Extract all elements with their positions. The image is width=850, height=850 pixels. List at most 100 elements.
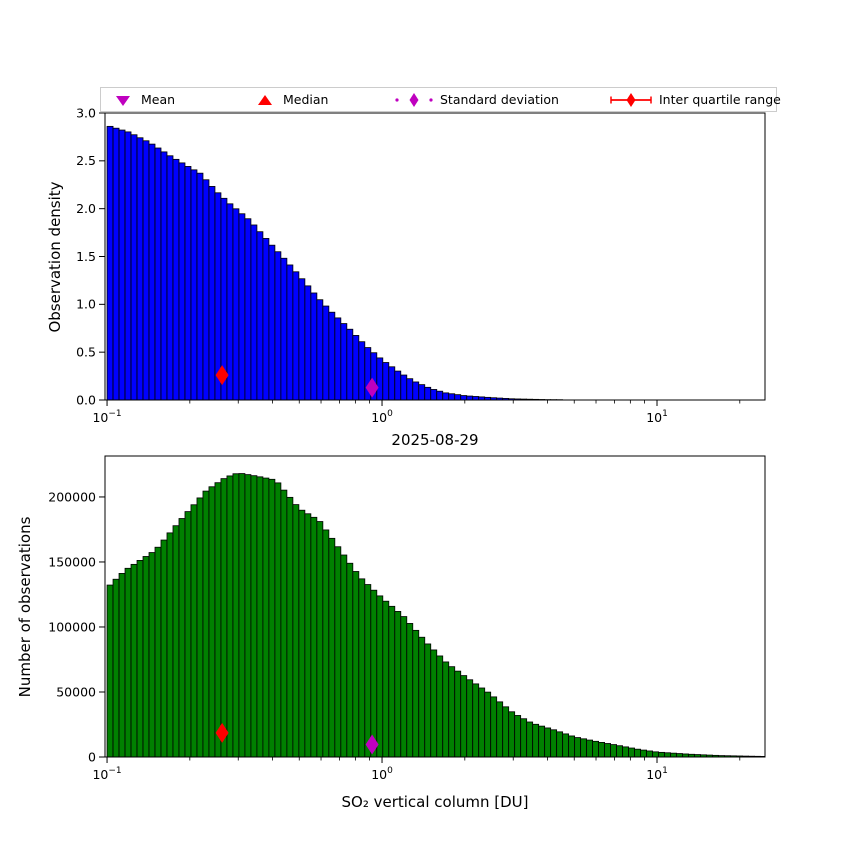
- legend-label-mean: Mean: [141, 92, 176, 107]
- bar: [676, 753, 683, 758]
- bottom-y-axis-label: Number of observations: [16, 516, 34, 698]
- y-tick-label: 0.0: [76, 392, 96, 407]
- bar: [436, 655, 444, 758]
- inter-quartile-range-diamond-icon: [609, 92, 653, 108]
- y-ticks: 0 50000 100000 150000 200000: [48, 489, 105, 764]
- bar: [274, 482, 282, 758]
- bar: [574, 737, 582, 758]
- observation-density-histogram: 0.0 0.5 1.0 1.5 2.0 2.5 3.0 10−1 100 101: [76, 105, 766, 425]
- bar: [250, 224, 258, 401]
- stat-markers: [215, 722, 379, 755]
- bar: [118, 129, 126, 401]
- bar: [508, 711, 516, 758]
- bar: [400, 374, 408, 401]
- bar: [112, 578, 120, 758]
- bar: [646, 750, 653, 758]
- inter-quartile-range-marker: [215, 365, 229, 386]
- bar: [592, 740, 599, 758]
- x-tick-label: 100: [371, 766, 393, 782]
- bar: [268, 478, 276, 758]
- y-tick-label: 150000: [48, 554, 96, 569]
- bar: [226, 475, 234, 758]
- bar: [142, 556, 150, 758]
- y-tick-label: 2.0: [76, 201, 96, 216]
- x-tick-label: 10−1: [92, 766, 121, 782]
- bar: [346, 562, 354, 758]
- bar: [406, 623, 414, 758]
- bar: [340, 554, 348, 758]
- bar: [130, 563, 138, 758]
- y-tick-label: 2.5: [76, 153, 96, 168]
- bar: [292, 271, 300, 401]
- bar: [220, 478, 228, 758]
- bar: [604, 743, 611, 758]
- histogram-bars: [106, 125, 564, 401]
- legend-label-median: Median: [283, 92, 329, 107]
- bar: [520, 718, 528, 758]
- x-ticks: 10−1 100 101: [92, 400, 741, 425]
- bar: [412, 629, 420, 758]
- bar: [502, 706, 510, 758]
- plot-title: 2025-08-29: [391, 431, 479, 449]
- legend-label-standard-deviation: Standard deviation: [440, 92, 559, 107]
- bar: [394, 611, 402, 758]
- bar: [160, 151, 168, 401]
- standard-deviation-marker: [365, 734, 379, 755]
- bar: [190, 169, 198, 401]
- bar: [430, 649, 438, 758]
- bar: [304, 513, 312, 758]
- bar: [232, 208, 240, 401]
- x-tick-label: 101: [646, 766, 668, 782]
- bar: [130, 134, 138, 401]
- bar: [328, 311, 336, 401]
- legend-item-standard-deviation: Standard deviation: [394, 88, 559, 111]
- bar: [106, 584, 114, 758]
- bar: [250, 475, 258, 758]
- bar: [118, 573, 126, 758]
- bar: [622, 746, 629, 758]
- bar: [142, 140, 150, 401]
- bar: [442, 661, 450, 758]
- bar: [172, 525, 180, 758]
- y-tick-label: 1.0: [76, 297, 96, 312]
- bar: [280, 489, 288, 758]
- bar: [448, 393, 456, 401]
- bar: [388, 366, 396, 401]
- bar: [190, 504, 198, 758]
- bar: [658, 751, 665, 758]
- bar: [484, 691, 492, 758]
- y-ticks: 0.0 0.5 1.0 1.5 2.0 2.5 3.0: [76, 105, 105, 407]
- bar: [490, 696, 498, 758]
- bar: [382, 362, 390, 401]
- bar: [550, 729, 558, 758]
- bar: [238, 213, 246, 401]
- bar: [322, 305, 330, 401]
- bar: [322, 529, 330, 758]
- bar: [526, 721, 534, 758]
- bar: [496, 701, 504, 758]
- bar: [424, 643, 432, 758]
- bar: [346, 328, 354, 401]
- legend-label-inter-quartile-range: Inter quartile range: [659, 92, 781, 107]
- bar: [406, 378, 414, 401]
- bar: [148, 143, 156, 401]
- bar: [460, 675, 468, 758]
- bar: [370, 589, 378, 758]
- bar: [202, 179, 210, 401]
- bar: [652, 751, 659, 758]
- bar: [430, 389, 438, 401]
- bar: [244, 218, 252, 401]
- bar: [310, 292, 318, 401]
- bar: [124, 567, 132, 758]
- bar: [664, 752, 671, 758]
- bar: [280, 257, 288, 401]
- inter-quartile-range-marker: [215, 722, 229, 743]
- bar: [196, 497, 204, 758]
- bar: [178, 162, 186, 401]
- bar: [286, 264, 294, 401]
- bar: [580, 738, 588, 758]
- bar: [262, 238, 270, 401]
- bar: [388, 605, 396, 758]
- bar: [352, 571, 360, 758]
- bar: [478, 687, 486, 758]
